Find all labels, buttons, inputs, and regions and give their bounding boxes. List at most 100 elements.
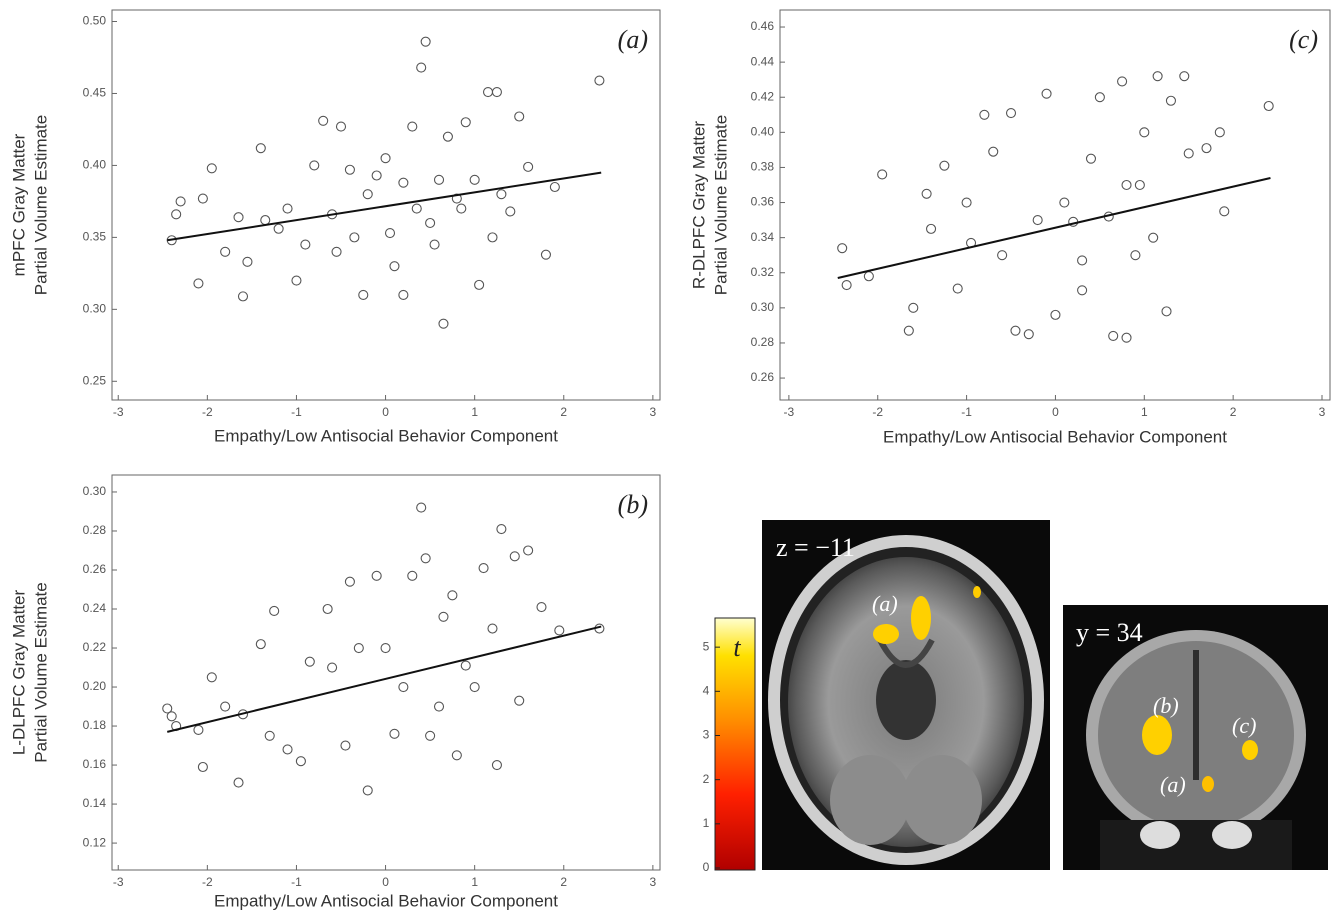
data-point <box>470 683 479 692</box>
colorbar-label: t <box>733 633 741 662</box>
data-point <box>904 326 913 335</box>
data-point <box>430 240 439 249</box>
region-label: (b) <box>1153 693 1179 718</box>
data-point <box>595 76 604 85</box>
region-label: (c) <box>1232 713 1256 738</box>
data-point <box>989 147 998 156</box>
y-tick-label: 0.38 <box>751 160 775 174</box>
data-point <box>927 224 936 233</box>
data-point <box>555 626 564 635</box>
data-point <box>234 213 243 222</box>
data-point <box>1215 128 1224 137</box>
data-point <box>1033 216 1042 225</box>
colorbar-tick-label: 2 <box>703 772 710 786</box>
x-tick-label: 2 <box>560 875 567 889</box>
data-point <box>1109 331 1118 340</box>
x-tick-label: -2 <box>202 875 213 889</box>
data-point <box>176 197 185 206</box>
data-point <box>922 189 931 198</box>
data-point <box>354 644 363 653</box>
data-point <box>435 175 444 184</box>
data-point <box>408 571 417 580</box>
x-tick-label: 0 <box>1052 405 1059 419</box>
data-point <box>1140 128 1149 137</box>
data-point <box>488 233 497 242</box>
y-tick-label: 0.22 <box>83 640 107 654</box>
data-point <box>484 88 493 97</box>
data-point <box>439 319 448 328</box>
y-tick-label: 0.36 <box>751 195 775 209</box>
data-point <box>953 284 962 293</box>
y-tick-label: 0.45 <box>83 86 107 100</box>
data-point <box>1060 198 1069 207</box>
data-point <box>475 280 484 289</box>
colorbar-tick-label: 3 <box>703 728 710 742</box>
x-tick-label: -2 <box>872 405 883 419</box>
y-tick-label: 0.14 <box>83 796 107 810</box>
data-point <box>1042 89 1051 98</box>
data-point <box>524 162 533 171</box>
data-point <box>515 112 524 121</box>
data-point <box>838 244 847 253</box>
colorbar-tick-label: 4 <box>703 683 710 697</box>
x-tick-label: -1 <box>291 405 302 419</box>
data-point <box>381 644 390 653</box>
data-point <box>1122 333 1131 342</box>
y-axis-label: mPFC Gray Matter <box>9 133 28 276</box>
data-point <box>448 591 457 600</box>
data-point <box>1131 251 1140 260</box>
data-point <box>1078 256 1087 265</box>
y-tick-label: 0.30 <box>83 302 107 316</box>
x-tick-label: 2 <box>1230 405 1237 419</box>
data-point <box>842 281 851 290</box>
data-point <box>541 250 550 259</box>
data-point <box>1051 310 1060 319</box>
y-axis-label: Partial Volume Estimate <box>31 115 50 295</box>
data-point <box>328 663 337 672</box>
data-point <box>390 729 399 738</box>
data-point <box>443 132 452 141</box>
data-point <box>1162 307 1171 316</box>
x-tick-label: -3 <box>113 875 124 889</box>
data-point <box>292 276 301 285</box>
data-point <box>167 712 176 721</box>
y-tick-label: 0.26 <box>83 562 107 576</box>
data-point <box>492 761 501 770</box>
data-point <box>479 564 488 573</box>
data-point <box>1086 154 1095 163</box>
x-tick-label: 2 <box>560 405 567 419</box>
y-tick-label: 0.50 <box>83 14 107 28</box>
x-axis-label: Empathy/Low Antisocial Behavior Componen… <box>214 891 558 910</box>
colorbar-tick-label: 5 <box>703 639 710 653</box>
data-point <box>439 612 448 621</box>
data-point <box>172 210 181 219</box>
data-point <box>1153 72 1162 81</box>
data-point <box>461 118 470 127</box>
y-axis-label: L-DLPFC Gray Matter <box>9 590 28 756</box>
data-point <box>457 204 466 213</box>
y-tick-label: 0.28 <box>751 335 775 349</box>
data-point <box>1122 180 1131 189</box>
y-axis-label: R-DLPFC Gray Matter <box>689 121 708 289</box>
plot-frame <box>112 475 660 870</box>
data-point <box>1184 149 1193 158</box>
panel-label: (b) <box>618 490 648 519</box>
data-point <box>350 233 359 242</box>
data-point <box>426 218 435 227</box>
y-tick-label: 0.35 <box>83 230 107 244</box>
y-axis-label: Partial Volume Estimate <box>31 582 50 762</box>
y-tick-label: 0.12 <box>83 835 107 849</box>
data-point <box>510 552 519 561</box>
y-tick-label: 0.34 <box>751 230 775 244</box>
data-point <box>194 279 203 288</box>
data-point <box>1220 207 1229 216</box>
data-point <box>1011 326 1020 335</box>
data-point <box>1202 144 1211 153</box>
data-point <box>1024 330 1033 339</box>
y-tick-label: 0.44 <box>751 54 775 68</box>
data-point <box>412 204 421 213</box>
data-point <box>207 673 216 682</box>
data-point <box>261 216 270 225</box>
y-tick-label: 0.30 <box>83 484 107 498</box>
data-point <box>962 198 971 207</box>
